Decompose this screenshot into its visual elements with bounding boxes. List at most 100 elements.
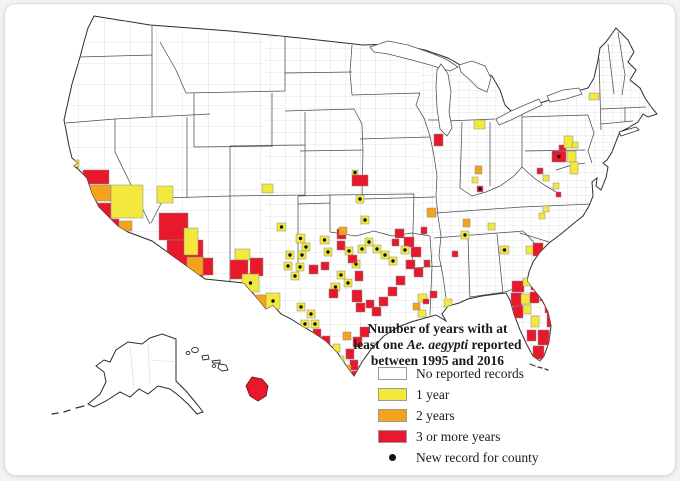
county-3-or-more-years bbox=[345, 348, 355, 360]
county-3-or-more-years bbox=[249, 257, 264, 277]
new-record-dot bbox=[478, 187, 482, 191]
county-3-or-more-years bbox=[158, 212, 189, 241]
county-1-year bbox=[69, 159, 80, 168]
county-1-year bbox=[473, 119, 486, 130]
county-1-year bbox=[588, 92, 600, 101]
island-lanai bbox=[211, 364, 217, 368]
county-3-or-more-years bbox=[539, 288, 549, 302]
county-1-year bbox=[569, 161, 579, 175]
lake-huron bbox=[458, 60, 492, 93]
county-3-or-more-years bbox=[71, 166, 79, 173]
alaska-inset bbox=[51, 333, 204, 415]
new-record-dot-icon bbox=[378, 451, 407, 464]
county-3-or-more-years bbox=[394, 228, 405, 239]
county-3-or-more-years bbox=[403, 236, 415, 248]
county-1-year bbox=[110, 184, 144, 219]
county-3-or-more-years bbox=[530, 280, 543, 291]
county-2-years bbox=[251, 294, 267, 313]
new-record-dot bbox=[358, 197, 362, 201]
county-3-or-more-years bbox=[532, 345, 545, 360]
new-record-dot bbox=[286, 264, 290, 268]
county-1-year bbox=[542, 205, 550, 213]
county-3-or-more-years bbox=[410, 246, 422, 258]
county-3-or-more-years bbox=[347, 254, 358, 264]
new-record-dot bbox=[557, 154, 561, 159]
island-oahu bbox=[201, 354, 210, 361]
county-3-or-more-years bbox=[422, 298, 430, 305]
species-name: Ae. aegypti bbox=[406, 336, 469, 352]
new-record-dot bbox=[313, 322, 317, 326]
county-3-or-more-years bbox=[320, 261, 330, 271]
county-3-or-more-years bbox=[529, 291, 540, 304]
county-1-year bbox=[522, 304, 532, 315]
county-3-or-more-years bbox=[544, 299, 554, 314]
county-3-or-more-years bbox=[378, 296, 389, 307]
legend-swatch bbox=[378, 409, 407, 422]
legend-label: New record for county bbox=[416, 449, 539, 465]
county-1-year bbox=[538, 212, 546, 220]
new-record-dot bbox=[347, 249, 351, 253]
county-3-or-more-years bbox=[351, 370, 361, 376]
county-3-or-more-years bbox=[391, 238, 400, 247]
new-record-dot bbox=[298, 236, 303, 241]
county-1-year bbox=[443, 298, 453, 308]
county-3-or-more-years bbox=[537, 329, 550, 346]
lake-erie bbox=[495, 98, 543, 126]
county-3-or-more-years bbox=[395, 275, 406, 286]
county-2-years bbox=[412, 302, 421, 311]
legend-swatch bbox=[378, 388, 407, 401]
new-record-dot bbox=[300, 253, 304, 257]
county-3-or-more-years bbox=[371, 306, 382, 317]
great-lakes bbox=[369, 40, 583, 137]
county-1-year bbox=[183, 227, 199, 256]
new-record-dot bbox=[353, 170, 357, 175]
county-3-or-more-years bbox=[451, 250, 459, 258]
county-3-or-more-years bbox=[354, 270, 364, 282]
county-3-or-more-years bbox=[526, 329, 537, 342]
county-1-year bbox=[563, 135, 574, 149]
county-3-or-more-years bbox=[536, 167, 544, 175]
county-1-year bbox=[552, 182, 560, 190]
county-3-or-more-years bbox=[429, 290, 438, 299]
legend-title-line2: least one Ae. aegypti reported bbox=[353, 336, 522, 352]
county-1-year bbox=[530, 315, 540, 328]
new-record-dot bbox=[304, 245, 308, 249]
county-3-or-more-years bbox=[351, 289, 363, 303]
aleutian-islands bbox=[51, 405, 85, 415]
legend-item: 1 year bbox=[378, 387, 568, 402]
county-3-or-more-years bbox=[336, 240, 346, 251]
county-grid-central bbox=[265, 16, 420, 376]
county-3-or-more-years bbox=[359, 326, 370, 338]
legend-title: Number of years with at least one Ae. ae… bbox=[340, 321, 535, 369]
county-1-year bbox=[332, 343, 341, 353]
county-3-or-more-years bbox=[420, 226, 428, 235]
county-1-year bbox=[571, 141, 579, 149]
county-2-years bbox=[342, 331, 352, 341]
new-record-dot bbox=[279, 225, 284, 229]
county-1-year bbox=[261, 183, 274, 194]
new-record-dot bbox=[322, 238, 327, 242]
county-2-years bbox=[462, 218, 471, 228]
county-2-years bbox=[118, 220, 133, 232]
legend: No reported records 1 year 2 years 3 or mor… bbox=[378, 366, 568, 472]
lake-michigan bbox=[435, 63, 453, 137]
county-2-years bbox=[338, 226, 348, 236]
county-3-or-more-years bbox=[312, 328, 322, 338]
dot-glyph bbox=[389, 454, 396, 461]
county-1-year bbox=[542, 174, 550, 182]
alaska-borough-lines bbox=[129, 343, 177, 389]
lake-superior bbox=[369, 40, 459, 72]
new-record-dot bbox=[288, 253, 292, 257]
alaska-outline bbox=[87, 333, 204, 415]
county-1-year bbox=[156, 185, 174, 204]
county-3-or-more-years bbox=[365, 299, 375, 309]
island-maui bbox=[217, 363, 229, 372]
county-1-year bbox=[234, 248, 251, 261]
county-3-or-more-years bbox=[532, 242, 544, 257]
county-3-or-more-years bbox=[202, 257, 214, 276]
new-record-dot bbox=[298, 265, 302, 269]
county-1-year bbox=[471, 176, 479, 184]
county-2-years bbox=[426, 207, 437, 218]
island-hawaii-big-island bbox=[245, 376, 269, 402]
